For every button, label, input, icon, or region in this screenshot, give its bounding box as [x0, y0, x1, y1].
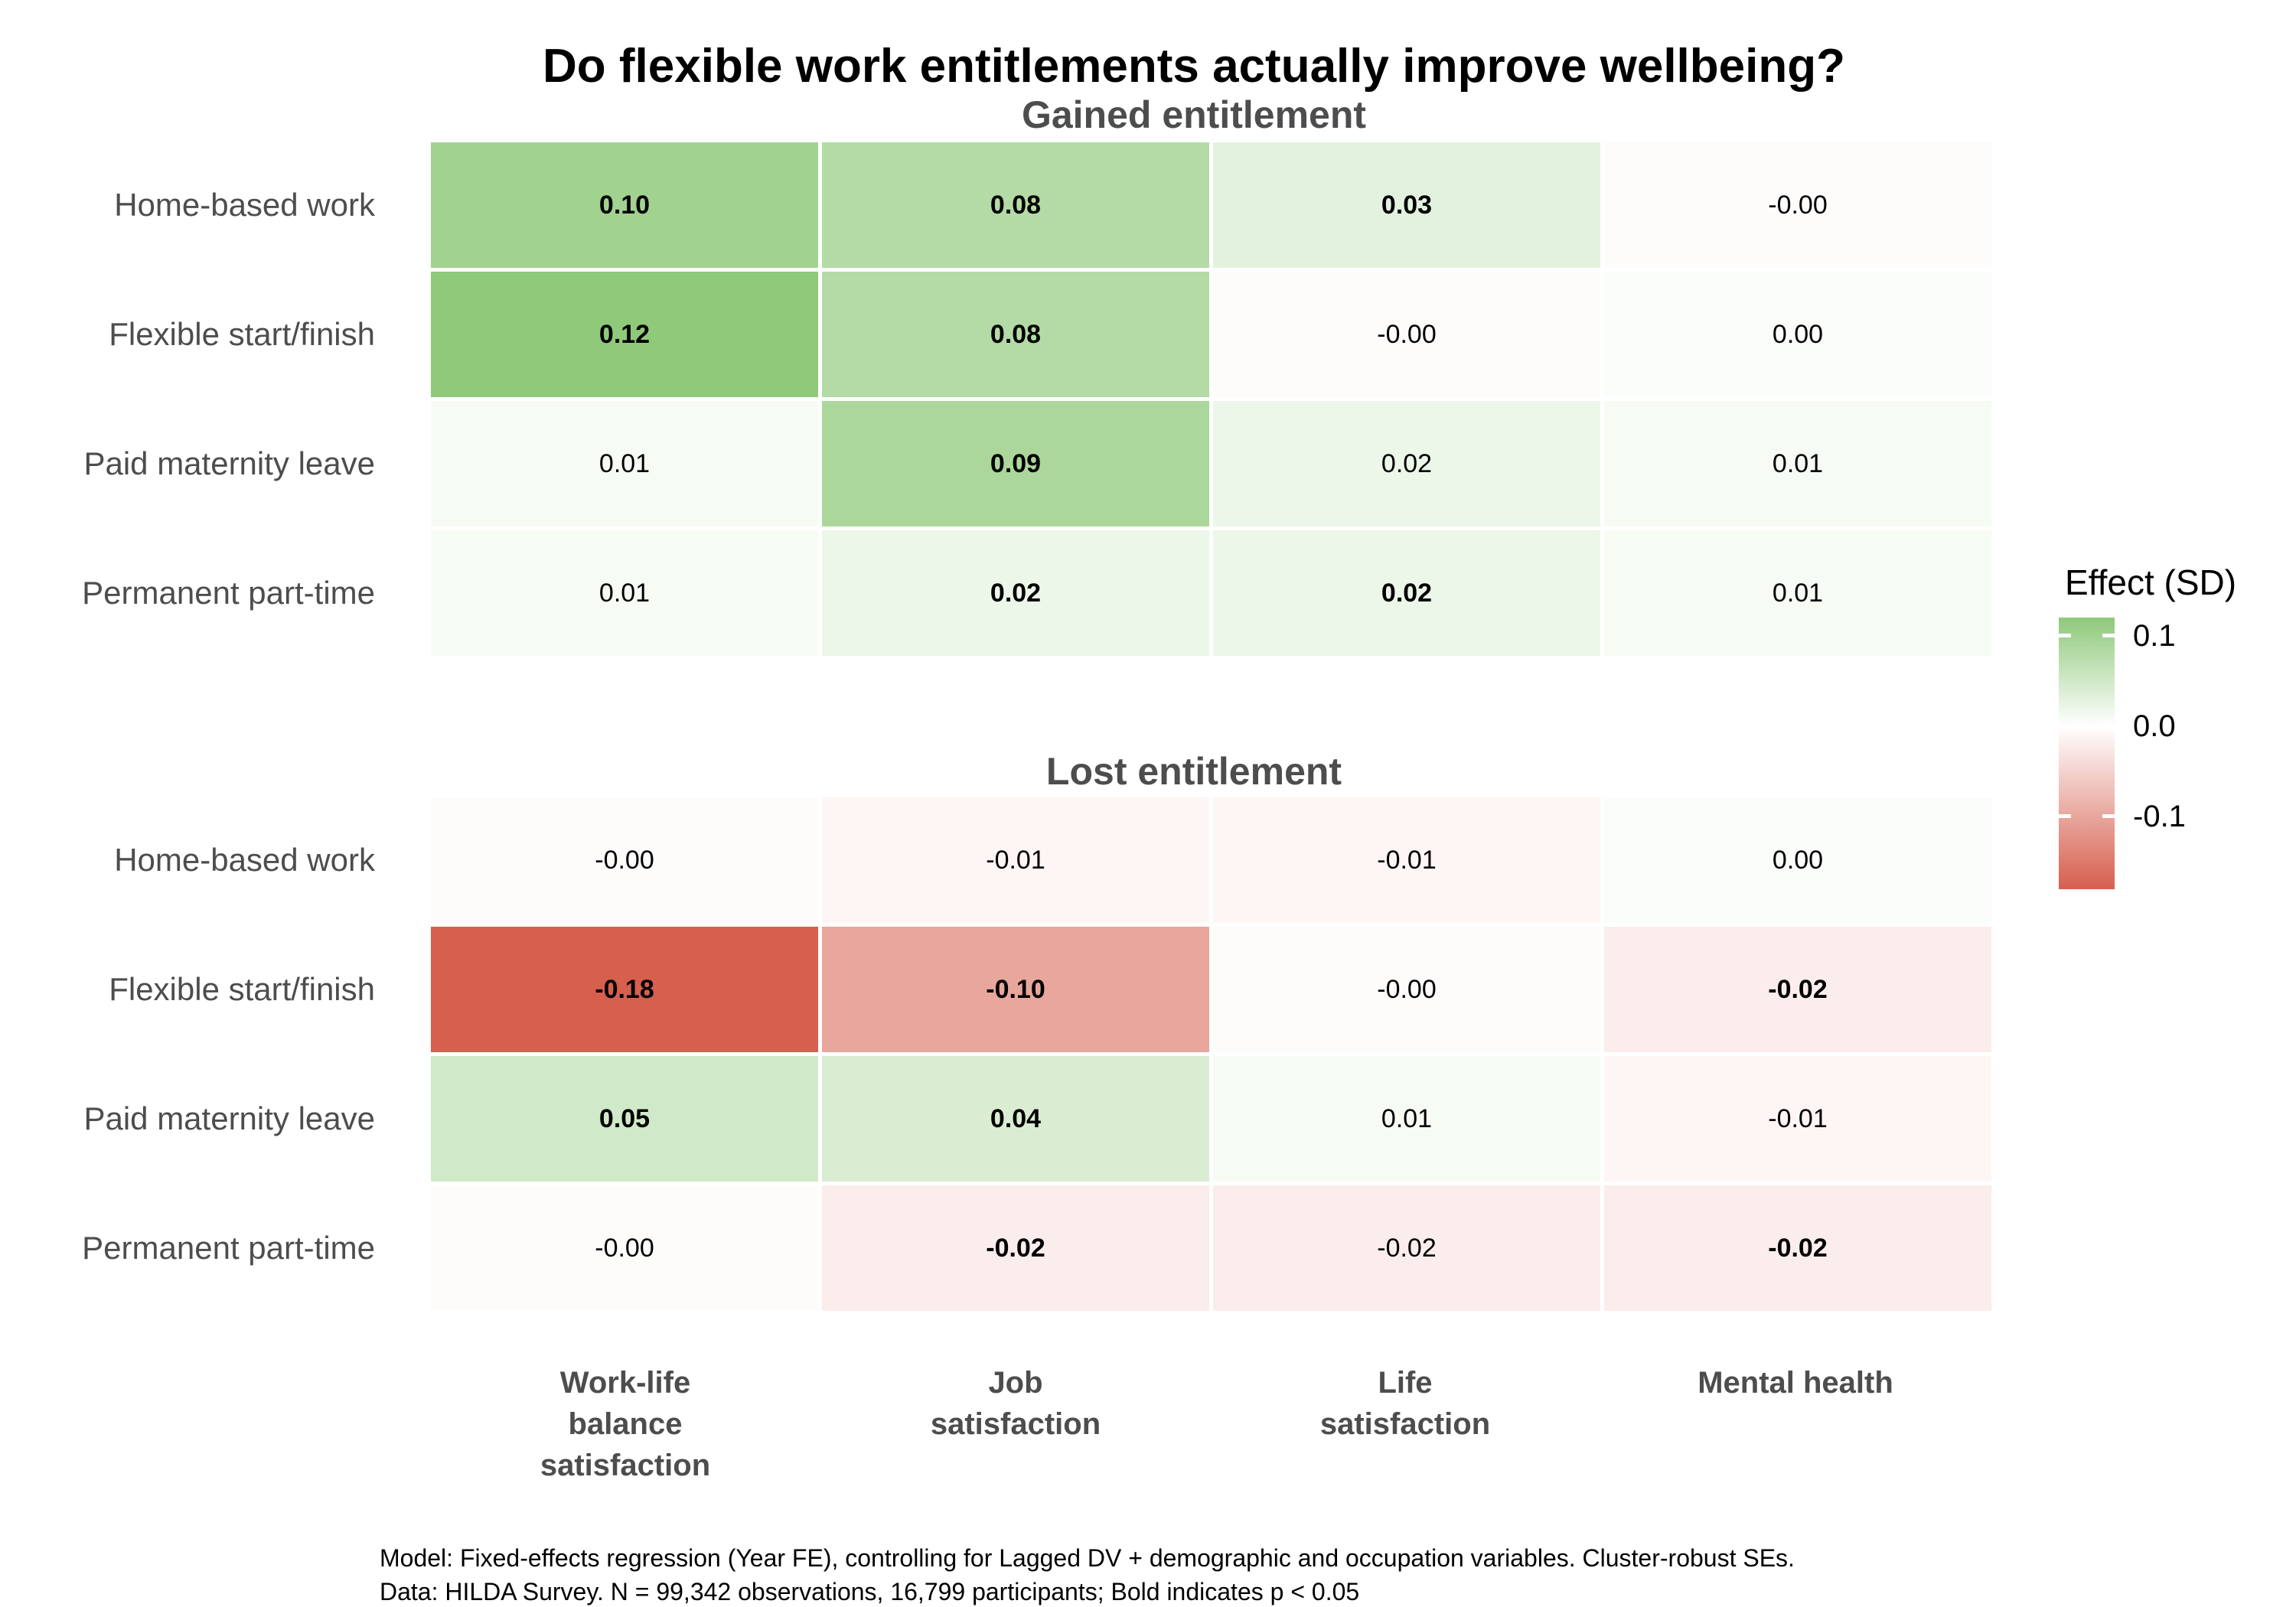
heatmap-cell: 0.10 — [431, 142, 818, 268]
legend-title: Effect (SD) — [2064, 562, 2237, 602]
heatmap-cell: 0.01 — [1213, 1056, 1600, 1182]
legend-tick-mark — [2059, 724, 2071, 728]
row-label-permanent-part-time: Permanent part-time — [82, 575, 375, 611]
heatmap-cell: -0.00 — [431, 797, 818, 923]
heatmap-cell: -0.02 — [1604, 1185, 1991, 1311]
heatmap-cell: 0.01 — [431, 530, 818, 656]
heatmap-cell: 0.05 — [431, 1056, 818, 1182]
heatmap-cell: 0.01 — [1604, 530, 1991, 656]
legend-colorbar — [2059, 618, 2115, 889]
heatmap-cell: 0.03 — [1213, 142, 1600, 268]
legend-tick-mark — [2102, 814, 2115, 818]
row-label-flexible-start-finish: Flexible start/finish — [109, 316, 375, 352]
heatmap-cell: 0.12 — [431, 272, 818, 397]
legend-tick-mark — [2059, 814, 2071, 818]
row-label-home-based-work: Home-based work — [114, 842, 375, 878]
facet-title-gained: Gained entitlement — [1021, 93, 1367, 136]
row-label-home-based-work: Home-based work — [114, 187, 375, 223]
row-label-paid-maternity-leave: Paid maternity leave — [83, 445, 375, 481]
heatmap-panel-gained: 0.10 0.08 0.03 -0.00 0.12 0.08 -0.00 0.0… — [431, 142, 1991, 656]
heatmap-cell: 0.09 — [822, 401, 1209, 526]
row-label-permanent-part-time: Permanent part-time — [82, 1230, 375, 1266]
heatmap-cell: -0.00 — [1604, 142, 1991, 268]
heatmap-cell: 0.02 — [1213, 401, 1600, 526]
legend-tick-mark — [2102, 634, 2115, 637]
heatmap-cell: 0.08 — [822, 272, 1209, 397]
heatmap-cell: -0.00 — [1213, 272, 1600, 397]
legend-tick-mark — [2102, 724, 2115, 728]
caption-line-data: Data: HILDA Survey. N = 99,342 observati… — [380, 1578, 1360, 1605]
heatmap-cell: 0.02 — [822, 530, 1209, 656]
heatmap-cell: 0.08 — [822, 142, 1209, 268]
heatmap-cell: -0.01 — [822, 797, 1209, 923]
heatmap-cell: -0.02 — [822, 1185, 1209, 1311]
heatmap-cell: 0.02 — [1213, 530, 1600, 656]
legend-tick-label-low: -0.1 — [2133, 800, 2186, 833]
col-label-life-satisfaction: Life satisfaction — [1319, 1366, 1491, 1441]
heatmap-cell: 0.01 — [431, 401, 818, 526]
heatmap-cell: -0.18 — [431, 927, 818, 1052]
chart-title: Do flexible work entitlements actually i… — [543, 40, 1845, 93]
heatmap-cell: -0.10 — [822, 927, 1209, 1052]
heatmap-cell: -0.02 — [1213, 1185, 1600, 1311]
heatmap-cell: -0.01 — [1213, 797, 1600, 923]
heatmap-panel-lost: -0.00 -0.01 -0.01 0.00 -0.18 -0.10 -0.00… — [431, 797, 1991, 1311]
legend-tick-label-mid: 0.0 — [2133, 709, 2176, 743]
caption-line-model: Model: Fixed-effects regression (Year FE… — [380, 1544, 1795, 1572]
legend-tick-mark — [2059, 634, 2071, 637]
heatmap-cell: -0.00 — [1213, 927, 1600, 1052]
legend-tick-label-high: 0.1 — [2133, 619, 2176, 653]
facet-title-lost: Lost entitlement — [1045, 750, 1342, 793]
heatmap-cell: 0.00 — [1604, 797, 1991, 923]
heatmap-cell: -0.02 — [1604, 927, 1991, 1052]
heatmap-cell: 0.00 — [1604, 272, 1991, 397]
heatmap-cell: 0.01 — [1604, 401, 1991, 526]
heatmap-cell: -0.01 — [1604, 1056, 1991, 1182]
col-label-mental-health: Mental health — [1698, 1366, 1893, 1400]
heatmap-cell: -0.00 — [431, 1185, 818, 1311]
row-label-flexible-start-finish: Flexible start/finish — [109, 971, 375, 1007]
col-label-job-satisfaction: Job satisfaction — [930, 1366, 1101, 1441]
heatmap-cell: 0.04 — [822, 1056, 1209, 1182]
chart-caption: Model: Fixed-effects regression (Year FE… — [380, 1541, 1795, 1607]
row-label-paid-maternity-leave: Paid maternity leave — [83, 1100, 375, 1136]
col-label-work-life-balance: Work-life balance satisfaction — [540, 1366, 711, 1482]
